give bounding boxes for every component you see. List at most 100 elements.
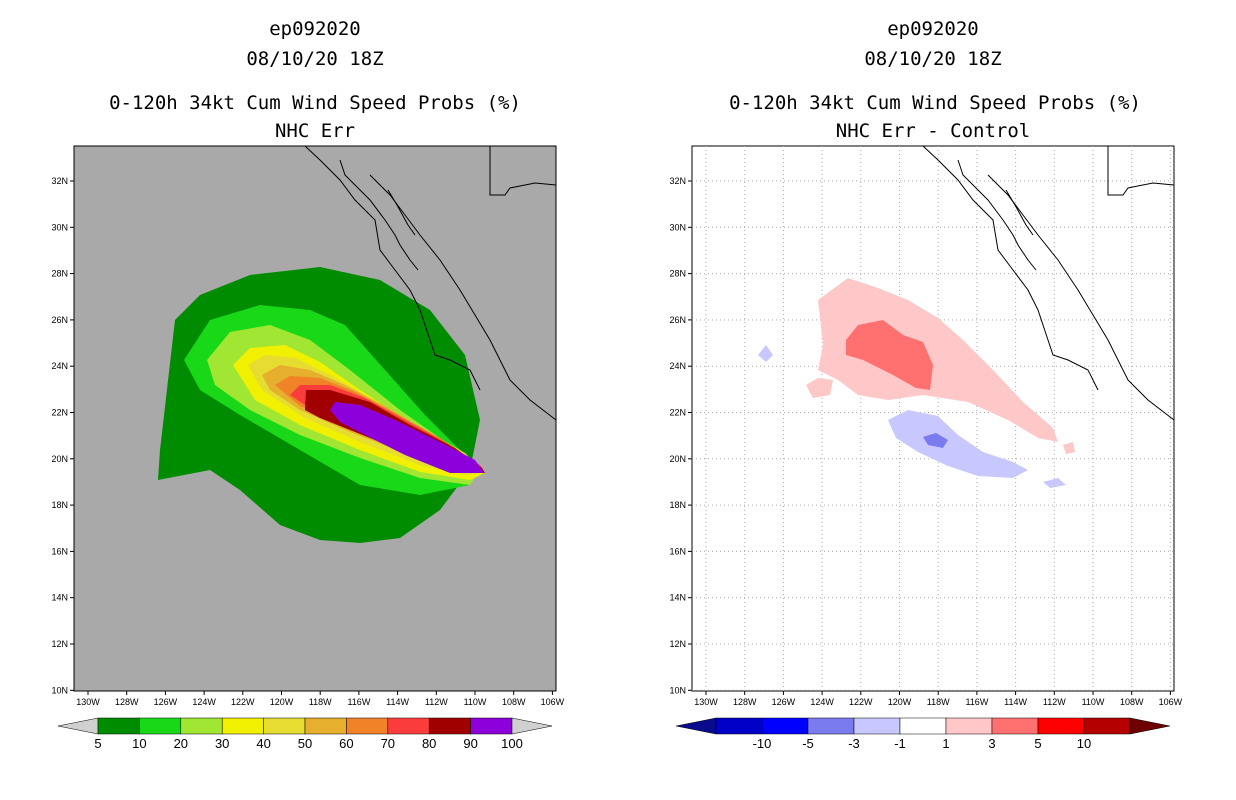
colorbar-swatch: [715, 717, 763, 735]
lon-label: 130W: [694, 697, 718, 707]
lat-label: 18N: [51, 500, 68, 510]
lat-label: 30N: [51, 222, 68, 232]
contour-pos-1b: [806, 378, 833, 398]
lon-label: 106W: [541, 697, 565, 707]
lat-label: 16N: [51, 546, 68, 556]
lon-label: 126W: [772, 697, 796, 707]
colorbar-swatch: [470, 717, 513, 735]
colorbar-label: 60: [339, 736, 353, 751]
lat-label: 32N: [51, 176, 68, 186]
lon-label: 108W: [1120, 697, 1144, 707]
colorbar-swatch: [853, 717, 901, 735]
colorbar-swatch: [1083, 717, 1131, 735]
colorbar-swatch: [945, 717, 993, 735]
colorbar-label: 100: [501, 736, 523, 751]
contour-neg-1b: [758, 345, 773, 362]
colorbar-label: 5: [1034, 736, 1041, 751]
contour-pos-1c: [1063, 442, 1075, 454]
lat-label: 28N: [669, 269, 686, 279]
colorbar-swatch: [180, 717, 223, 735]
lon-label: 120W: [888, 697, 912, 707]
colorbar-swatch: [387, 717, 430, 735]
lat-label: 30N: [669, 222, 686, 232]
lat-label: 26N: [669, 315, 686, 325]
contour-neg-3: [923, 433, 948, 448]
lon-label: 122W: [231, 697, 255, 707]
lon-label: 110W: [464, 697, 487, 707]
lon-label: 128W: [115, 697, 139, 707]
right-difference-contours: [758, 278, 1075, 488]
contour-pos-1: [818, 278, 1058, 442]
lon-label: 108W: [502, 697, 526, 707]
lat-label: 26N: [51, 315, 68, 325]
right-colorbar: -10 -5 -3 -1 1 3 5 10: [675, 717, 1171, 751]
colorbar-label: 10: [1077, 736, 1091, 751]
lon-label: 120W: [270, 697, 294, 707]
contour-neg-1: [888, 410, 1028, 478]
lat-label: 32N: [669, 176, 686, 186]
contour-neg-1c: [1043, 478, 1066, 488]
left-axes: 32N 30N 28N 26N 24N 22N 20N 18N 16N 14N 12N 10N 130W…: [51, 176, 564, 707]
lon-label: 122W: [849, 697, 873, 707]
lat-label: 14N: [669, 593, 686, 603]
colorbar-swatch: [428, 717, 471, 735]
colorbar-label: 1: [942, 736, 949, 751]
lat-label: 22N: [669, 408, 686, 418]
lon-label: 128W: [733, 697, 757, 707]
right-datetime: 08/10/20 18Z: [864, 48, 1002, 70]
lon-label: 130W: [76, 697, 100, 707]
left-storm-id: ep092020: [269, 18, 361, 40]
left-coastline: [304, 145, 557, 421]
lat-label: 12N: [51, 639, 68, 649]
lat-label: 20N: [669, 454, 686, 464]
lon-label: 110W: [1082, 697, 1105, 707]
colorbar-high-arrow: [511, 717, 553, 735]
contour-90: [330, 402, 484, 473]
left-probability-contours: [158, 267, 485, 543]
left-chart-subtitle: NHC Err: [274, 120, 356, 142]
colorbar-label: 50: [298, 736, 312, 751]
left-colorbar: 5 10 20 30 40 50 60 70 80 90 100: [57, 717, 553, 751]
lon-label: 116W: [347, 697, 370, 707]
lat-label: 14N: [51, 593, 68, 603]
colorbar-high-arrow: [1129, 717, 1171, 735]
colorbar-label: -3: [848, 736, 860, 751]
lon-label: 114W: [386, 697, 409, 707]
colorbar-swatch: [346, 717, 389, 735]
right-coastline: [922, 145, 1175, 421]
colorbar-label: -10: [753, 736, 772, 751]
lon-label: 112W: [1043, 697, 1066, 707]
colorbar-label: 20: [174, 736, 188, 751]
lon-label: 114W: [1004, 697, 1027, 707]
contour-pos-3: [846, 320, 933, 390]
lat-label: 24N: [51, 361, 68, 371]
right-map: 32N 30N 28N 26N 24N 22N 20N 18N 16N 14N 12N 10N 130W…: [669, 145, 1183, 707]
colorbar-swatch: [97, 717, 140, 735]
lon-label: 126W: [154, 697, 178, 707]
lon-label: 116W: [965, 697, 988, 707]
colorbar-label: 40: [256, 736, 270, 751]
lat-label: 24N: [669, 361, 686, 371]
colorbar-label: 90: [463, 736, 477, 751]
lon-label: 106W: [1159, 697, 1183, 707]
colorbar-label: 70: [381, 736, 395, 751]
colorbar-swatch: [807, 717, 855, 735]
colorbar-swatch: [221, 717, 264, 735]
colorbar-swatch: [304, 717, 347, 735]
colorbar-swatch: [139, 717, 182, 735]
colorbar-label: 80: [422, 736, 436, 751]
lat-label: 16N: [669, 546, 686, 556]
colorbar-swatch: [899, 717, 947, 735]
colorbar-swatch: [1037, 717, 1085, 735]
lon-label: 112W: [425, 697, 448, 707]
colorbar-label: -1: [894, 736, 906, 751]
right-axes: 32N 30N 28N 26N 24N 22N 20N 18N 16N 14N 12N 10N 130W…: [669, 176, 1182, 707]
left-chart-title: 0-120h 34kt Cum Wind Speed Probs (%): [109, 92, 521, 114]
left-datetime: 08/10/20 18Z: [246, 48, 384, 70]
lon-label: 118W: [927, 697, 950, 707]
colorbar-label: 30: [215, 736, 229, 751]
lat-label: 10N: [51, 685, 68, 695]
colorbar-label: 3: [988, 736, 995, 751]
lon-label: 118W: [309, 697, 332, 707]
colorbar-swatch: [761, 717, 809, 735]
